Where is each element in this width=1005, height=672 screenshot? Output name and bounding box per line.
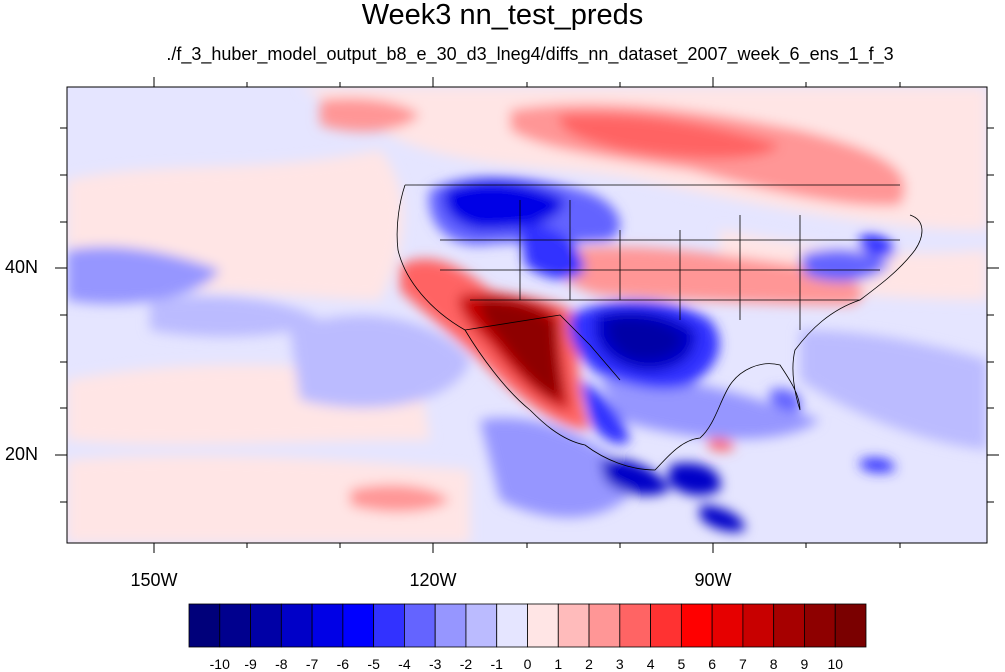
plot-title: Week3 nn_test_preds [361, 0, 644, 31]
colorbar-label: -10 [210, 656, 230, 672]
colorbar-swatch [557, 603, 590, 648]
plot-subtitle: ./f_3_huber_model_output_b8_e_30_d3_lneg… [166, 44, 894, 64]
colorbar-label: -9 [244, 656, 257, 672]
colorbar-swatch [773, 603, 805, 648]
colorbar-swatch [280, 603, 313, 648]
colorbar-label: 1 [554, 656, 562, 672]
colorbar-swatch [219, 603, 251, 648]
colorbar-label: -8 [275, 656, 288, 672]
colorbar-swatch [680, 603, 713, 648]
colorbar-swatch [804, 603, 836, 648]
anomaly-field [67, 87, 987, 543]
colorbar-label: 10 [827, 656, 843, 672]
colorbar: -10 -9 -8 -7 -6 -5 -4 -3 -2 -1 0 1 2 3 4 5 6 7 8 9 10 [188, 603, 867, 672]
colorbar-swatch [250, 603, 282, 648]
colorbar-swatch [527, 603, 559, 648]
coastline [396, 184, 923, 471]
colorbar-label: 5 [677, 656, 685, 672]
lon-label-150w: 150W [130, 570, 177, 590]
colorbar-label: -5 [367, 656, 380, 672]
colorbar-label: 3 [616, 656, 624, 672]
colorbar-label: 4 [647, 656, 655, 672]
lon-label-90w: 90W [694, 570, 731, 590]
colorbar-swatch [342, 603, 375, 648]
colorbar-label: -4 [398, 656, 411, 672]
colorbar-label: -2 [460, 656, 473, 672]
colorbar-swatch [404, 603, 436, 648]
lon-label-120w: 120W [409, 570, 456, 590]
colorbar-label: 0 [524, 656, 532, 672]
colorbar-label: -1 [491, 656, 504, 672]
colorbar-swatch [619, 603, 651, 648]
colorbar-swatch [742, 603, 775, 648]
colorbar-label: -3 [429, 656, 442, 672]
colorbar-swatch [588, 603, 621, 648]
colorbar-label: 6 [708, 656, 716, 672]
colorbar-swatch [711, 603, 744, 648]
colorbar-swatch [311, 603, 344, 648]
colorbar-swatch [434, 603, 467, 648]
colorbar-swatch [496, 603, 528, 648]
colorbar-label: 2 [585, 656, 593, 672]
lat-label-20n: 20N [5, 444, 38, 464]
colorbar-label: -7 [306, 656, 319, 672]
colorbar-swatch [373, 603, 405, 648]
colorbar-label: 7 [739, 656, 747, 672]
colorbar-label: -6 [337, 656, 350, 672]
colorbar-swatch [834, 603, 867, 648]
colorbar-swatch [465, 603, 498, 648]
colorbar-swatch [188, 603, 221, 648]
colorbar-label: 9 [801, 656, 809, 672]
axis-ticks [55, 77, 999, 553]
colorbar-swatch [650, 603, 682, 648]
lat-label-40n: 40N [5, 257, 38, 277]
colorbar-label: 8 [770, 656, 778, 672]
